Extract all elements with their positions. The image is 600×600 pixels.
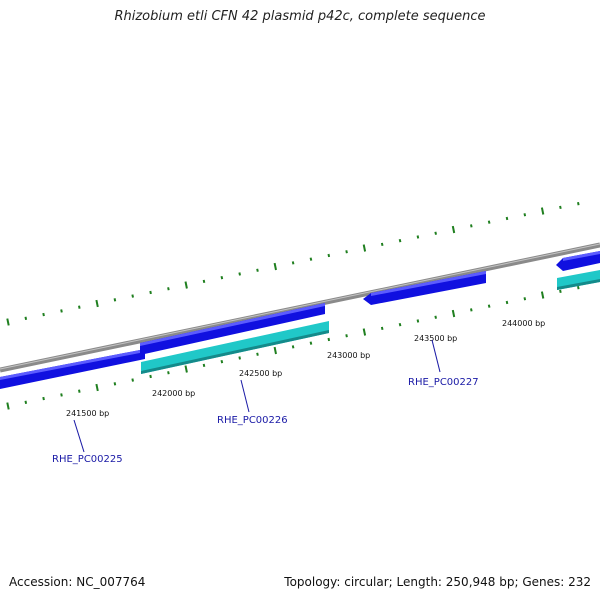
outer-tick <box>42 312 45 317</box>
outer-tick <box>398 238 402 243</box>
gene-rhe-pc00225[interactable] <box>0 349 145 389</box>
outer-tick <box>273 262 277 271</box>
inner-tick <box>451 309 456 318</box>
gene-label-rhe-pc00227[interactable]: RHE_PC00227 <box>408 377 479 388</box>
inner-tick <box>149 374 152 379</box>
inner-tick <box>345 334 348 338</box>
gene-right-edge[interactable] <box>556 251 600 271</box>
inner-tick <box>540 291 545 299</box>
backbone-highlight <box>0 243 600 370</box>
outer-tick <box>577 202 580 206</box>
inner-tick <box>113 382 117 386</box>
outer-tick <box>434 231 437 235</box>
outer-tick <box>559 205 562 210</box>
gene-label-leader <box>73 419 85 453</box>
inner-tick-ring <box>6 286 580 410</box>
outer-tick <box>60 309 63 313</box>
inner-tick <box>505 300 509 305</box>
outer-tick <box>505 216 509 221</box>
outer-tick <box>291 261 295 265</box>
position-label: 243000 bp <box>327 351 370 360</box>
inner-tick <box>202 363 206 368</box>
outer-tick <box>24 316 28 320</box>
inner-tick <box>60 393 63 397</box>
outer-tick <box>256 268 259 272</box>
cds-right-edge[interactable] <box>557 270 600 290</box>
position-label: 244000 bp <box>502 319 545 328</box>
outer-tick <box>149 290 152 295</box>
outer-tick <box>540 207 545 215</box>
outer-tick <box>95 299 99 308</box>
inner-tick <box>184 365 188 373</box>
position-label: 241500 bp <box>66 409 109 418</box>
gene-rhe-pc00227[interactable] <box>363 271 486 305</box>
inner-tick <box>6 402 10 410</box>
backbone-track <box>0 242 600 373</box>
outer-tick <box>487 220 491 224</box>
outer-tick <box>167 287 170 291</box>
outer-tick <box>78 305 81 309</box>
cds-rhe-pc00226[interactable] <box>141 321 329 374</box>
outer-tick <box>184 281 188 289</box>
inner-tick <box>167 371 170 375</box>
outer-tick <box>6 318 10 326</box>
inner-tick <box>416 319 420 323</box>
inner-tick <box>309 341 313 345</box>
sequence-summary: Topology: circular; Length: 250,948 bp; … <box>284 575 591 589</box>
inner-tick <box>559 289 562 294</box>
outer-tick <box>131 294 134 298</box>
map-title: Rhizobium etli CFN 42 plasmid p42c, comp… <box>114 9 486 24</box>
gene-label-leader <box>431 339 441 373</box>
inner-tick <box>470 308 473 312</box>
gene-label-leader <box>240 379 250 413</box>
inner-tick <box>220 359 224 364</box>
outer-tick <box>113 298 117 302</box>
outer-tick <box>309 257 313 261</box>
inner-tick <box>256 352 259 356</box>
outer-tick <box>238 272 241 276</box>
position-label: 242000 bp <box>152 389 195 398</box>
position-label: 243500 bp <box>414 334 457 343</box>
inner-tick <box>24 400 28 404</box>
gene-rhe-pc00226[interactable] <box>140 303 325 355</box>
inner-tick <box>42 396 45 401</box>
inner-tick <box>273 346 277 355</box>
outer-tick <box>380 242 384 247</box>
outer-tick <box>202 279 206 284</box>
inner-tick <box>487 304 491 308</box>
inner-tick <box>291 345 295 349</box>
inner-tick <box>398 322 402 327</box>
outer-tick <box>523 213 527 217</box>
gene-label-rhe-pc00225[interactable]: RHE_PC00225 <box>52 454 123 465</box>
outer-tick <box>416 235 420 239</box>
accession-text: Accession: NC_007764 <box>9 575 146 589</box>
inner-tick <box>434 315 437 319</box>
outer-tick-ring <box>6 202 580 326</box>
outer-tick <box>451 225 456 234</box>
outer-tick <box>470 224 473 228</box>
outer-tick <box>220 275 224 280</box>
inner-tick <box>238 356 241 360</box>
inner-tick <box>577 286 580 290</box>
outer-tick <box>362 244 367 252</box>
inner-tick <box>78 389 81 393</box>
position-label: 242500 bp <box>239 369 282 378</box>
outer-tick <box>327 253 331 258</box>
inner-tick <box>327 337 331 342</box>
inner-tick <box>95 383 99 392</box>
gene-label-rhe-pc00226[interactable]: RHE_PC00226 <box>217 415 288 426</box>
outer-tick <box>345 250 348 254</box>
inner-tick <box>131 378 134 382</box>
inner-tick <box>362 328 367 336</box>
inner-tick <box>380 326 384 331</box>
inner-tick <box>523 297 527 301</box>
